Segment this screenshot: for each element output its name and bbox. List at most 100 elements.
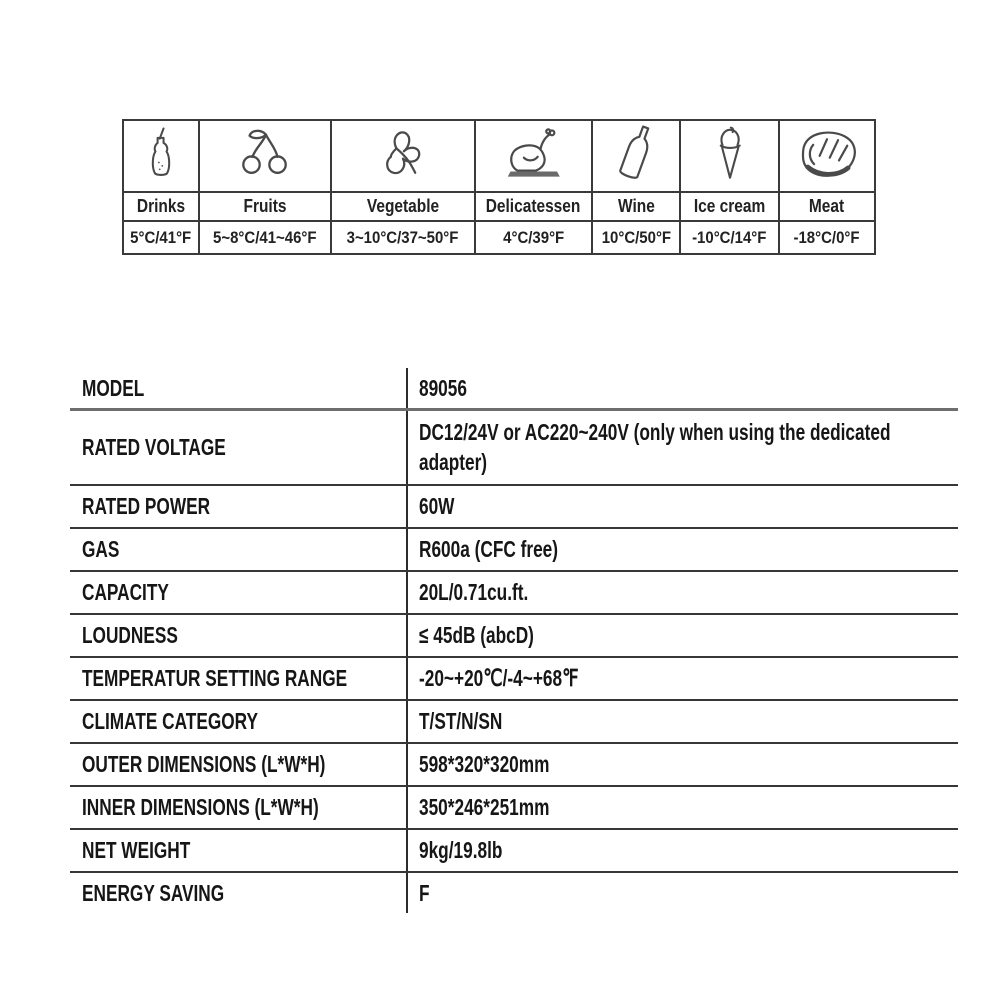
guide-temp-text: 10°C/50°F	[601, 227, 671, 247]
roast-chicken-icon	[499, 127, 569, 186]
guide-temp-fruits: 5~8°C/41~46°F	[200, 220, 332, 253]
spec-value-cell: 350*246*251mm	[408, 787, 958, 828]
spec-label-cell: NET WEIGHT	[70, 830, 408, 871]
spec-value-cell: F	[408, 873, 958, 913]
spec-value-text: -20~+20℃/-4~+68℉	[419, 665, 579, 692]
guide-temp-delicatessen: 4°C/39°F	[476, 220, 593, 253]
guide-cell-delicatessen	[476, 121, 593, 191]
specifications-table: MODEL 89056 RATED VOLTAGE DC12/24V or AC…	[70, 368, 958, 913]
spec-value-text: 350*246*251mm	[419, 794, 550, 821]
spec-value-cell: 60W	[408, 486, 958, 527]
guide-label-text: Vegetable	[366, 196, 440, 216]
guide-temp-text: 3~10°C/37~50°F	[347, 227, 459, 247]
spec-label-text: LOUDNESS	[82, 622, 178, 649]
spec-label-text: CAPACITY	[82, 579, 169, 606]
spec-row-rated-power: RATED POWER 60W	[70, 486, 958, 529]
spec-value-cell: ≤ 45dB (abcD)	[408, 615, 958, 656]
spec-label-cell: CLIMATE CATEGORY	[70, 701, 408, 742]
spec-value-text: 598*320*320mm	[419, 751, 550, 778]
spec-value-cell: 598*320*320mm	[408, 744, 958, 785]
spec-row-rated-voltage: RATED VOLTAGE DC12/24V or AC220~240V (on…	[70, 411, 958, 486]
guide-label-wine: Wine	[593, 191, 681, 220]
guide-temp-wine: 10°C/50°F	[593, 220, 681, 253]
guide-temp-vegetable: 3~10°C/37~50°F	[332, 220, 476, 253]
spec-label-text: RATED POWER	[82, 493, 211, 520]
spec-label-cell: GAS	[70, 529, 408, 570]
spec-value-text: 20L/0.71cu.ft.	[419, 579, 529, 606]
spec-row-gas: GAS R600a (CFC free)	[70, 529, 958, 572]
spec-value-cell: 20L/0.71cu.ft.	[408, 572, 958, 613]
spec-row-energy-saving: ENERGY SAVING F	[70, 873, 958, 913]
spec-label-cell: RATED POWER	[70, 486, 408, 527]
spec-value-text: ≤ 45dB (abcD)	[419, 622, 534, 649]
guide-temp-text: -10°C/14°F	[692, 227, 767, 247]
spec-label-cell: ENERGY SAVING	[70, 873, 408, 913]
guide-cell-fruits	[200, 121, 332, 191]
spec-label-cell: TEMPERATUR SETTING RANGE	[70, 658, 408, 699]
spec-value-cell: 89056	[408, 368, 958, 408]
spec-label-text: TEMPERATUR SETTING RANGE	[82, 665, 348, 692]
spec-label-text: NET WEIGHT	[82, 837, 191, 864]
ice-cream-cone-icon	[713, 125, 747, 188]
spec-row-net-weight: NET WEIGHT 9kg/19.8lb	[70, 830, 958, 873]
guide-temp-ice-cream: -10°C/14°F	[681, 220, 780, 253]
spec-row-outer-dimensions: OUTER DIMENSIONS (L*W*H) 598*320*320mm	[70, 744, 958, 787]
spec-label-cell: CAPACITY	[70, 572, 408, 613]
spec-value-cell: T/ST/N/SN	[408, 701, 958, 742]
spec-value-cell: R600a (CFC free)	[408, 529, 958, 570]
guide-temp-text: -18°C/0°F	[793, 227, 860, 247]
guide-cell-wine	[593, 121, 681, 191]
spec-value-text: 89056	[419, 374, 467, 401]
vegetable-icon	[372, 127, 434, 186]
spec-value-text: T/ST/N/SN	[419, 708, 503, 735]
spec-value-cell: DC12/24V or AC220~240V (only when using …	[408, 411, 1000, 484]
spec-label-cell: RATED VOLTAGE	[70, 411, 408, 484]
spec-row-temperature-setting-range: TEMPERATUR SETTING RANGE -20~+20℃/-4~+68…	[70, 658, 958, 701]
guide-label-meat: Meat	[780, 191, 874, 220]
drinks-bottle-icon	[144, 125, 178, 188]
guide-label-text: Wine	[617, 196, 655, 216]
spec-label-text: RATED VOLTAGE	[82, 434, 226, 461]
spec-value-text: DC12/24V or AC220~240V (only when using …	[419, 418, 891, 475]
spec-label-cell: INNER DIMENSIONS (L*W*H)	[70, 787, 408, 828]
spec-value-text: R600a (CFC free)	[419, 536, 559, 563]
spec-value-cell: -20~+20℃/-4~+68℉	[408, 658, 958, 699]
guide-label-drinks: Drinks	[124, 191, 200, 220]
guide-temp-text: 4°C/39°F	[502, 227, 565, 247]
spec-label-text: MODEL	[82, 374, 145, 401]
spec-label-text: OUTER DIMENSIONS (L*W*H)	[82, 751, 326, 778]
guide-label-ice-cream: Ice cream	[681, 191, 780, 220]
spec-label-text: ENERGY SAVING	[82, 879, 225, 906]
meat-steak-icon	[792, 127, 862, 186]
guide-label-text: Drinks	[136, 196, 186, 216]
spec-value-text: 9kg/19.8lb	[419, 837, 503, 864]
guide-label-text: Fruits	[243, 196, 287, 216]
spec-row-climate-category: CLIMATE CATEGORY T/ST/N/SN	[70, 701, 958, 744]
cherries-icon	[237, 127, 293, 186]
guide-cell-meat	[780, 121, 874, 191]
spec-label-cell: OUTER DIMENSIONS (L*W*H)	[70, 744, 408, 785]
guide-temp-text: 5~8°C/41~46°F	[213, 227, 317, 247]
spec-row-model: MODEL 89056	[70, 368, 958, 411]
spec-value-cell: 9kg/19.8lb	[408, 830, 958, 871]
spec-label-text: GAS	[82, 536, 120, 563]
guide-label-fruits: Fruits	[200, 191, 332, 220]
spec-label-cell: LOUDNESS	[70, 615, 408, 656]
spec-label-cell: MODEL	[70, 368, 408, 408]
guide-label-text: Delicatessen	[486, 196, 581, 216]
spec-label-text: INNER DIMENSIONS (L*W*H)	[82, 794, 319, 821]
guide-cell-drinks	[124, 121, 200, 191]
guide-label-text: Meat	[809, 196, 845, 216]
guide-label-vegetable: Vegetable	[332, 191, 476, 220]
spec-value-text: 60W	[419, 493, 455, 520]
guide-temp-drinks: 5°C/41°F	[124, 220, 200, 253]
wine-bottle-icon	[613, 124, 659, 189]
spec-value-text: F	[419, 879, 430, 906]
guide-cell-vegetable	[332, 121, 476, 191]
spec-row-capacity: CAPACITY 20L/0.71cu.ft.	[70, 572, 958, 615]
guide-label-delicatessen: Delicatessen	[476, 191, 593, 220]
guide-cell-ice-cream	[681, 121, 780, 191]
spec-row-inner-dimensions: INNER DIMENSIONS (L*W*H) 350*246*251mm	[70, 787, 958, 830]
guide-temp-text: 5°C/41°F	[130, 227, 192, 247]
spec-row-loudness: LOUDNESS ≤ 45dB (abcD)	[70, 615, 958, 658]
